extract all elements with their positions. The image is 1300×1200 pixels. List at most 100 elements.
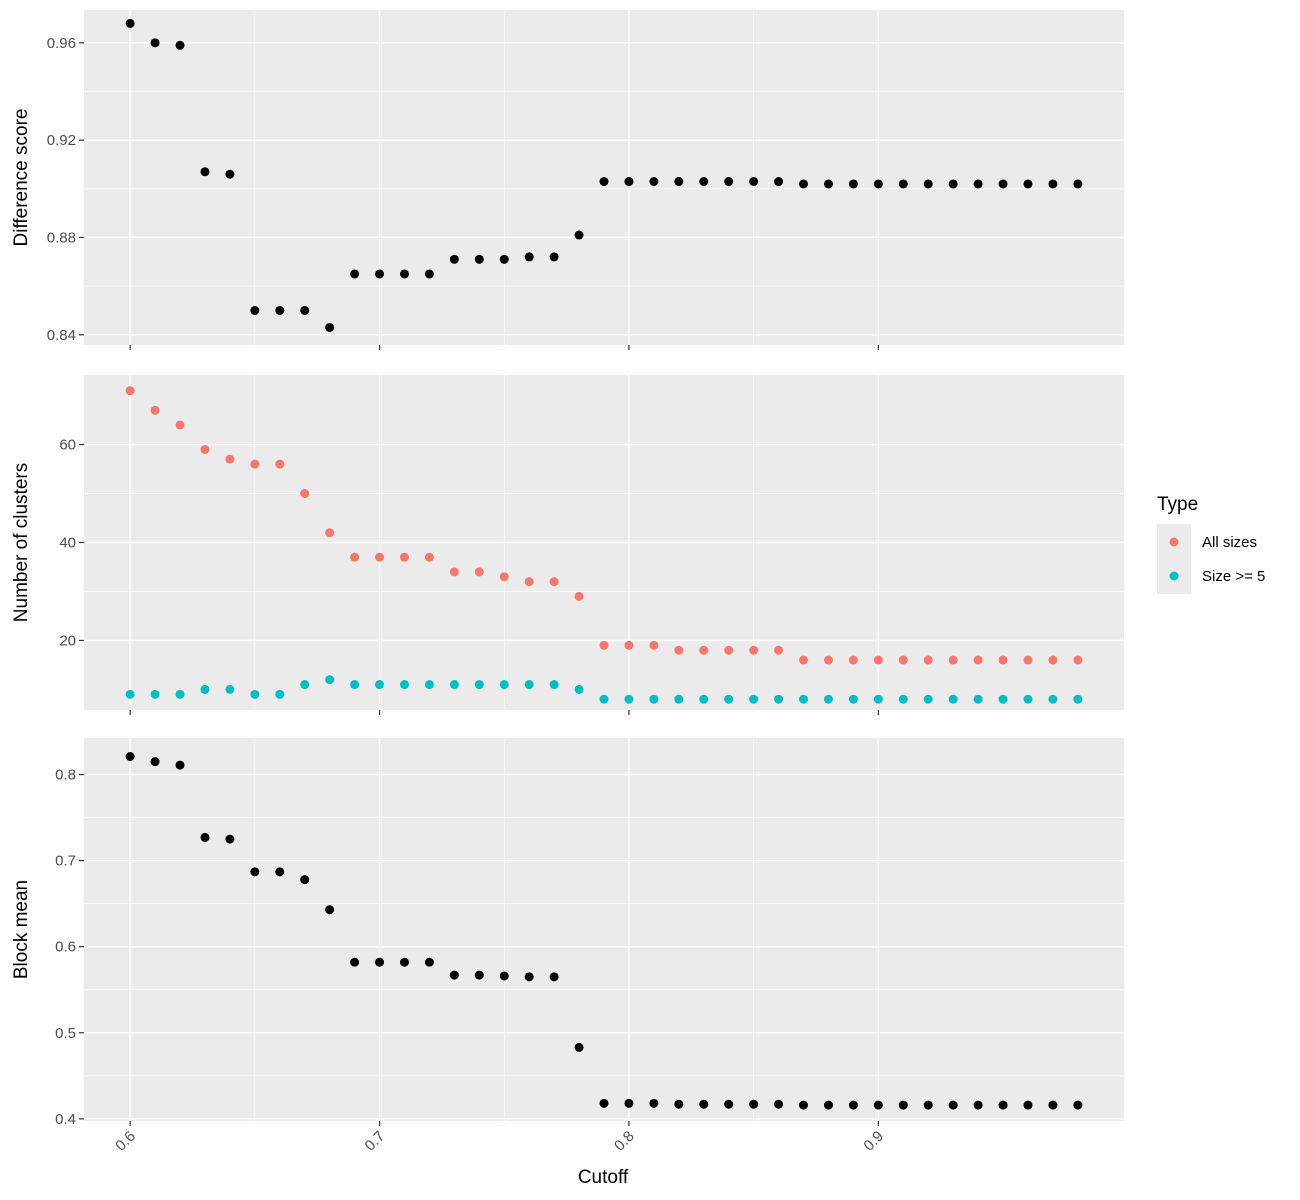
data-point — [873, 655, 883, 665]
data-point — [774, 694, 784, 704]
data-point — [873, 694, 883, 704]
data-point — [973, 179, 983, 189]
data-point — [375, 680, 385, 690]
data-point — [325, 322, 335, 332]
data-point — [449, 680, 459, 690]
data-point — [225, 454, 235, 464]
data-point — [449, 567, 459, 577]
data-point — [973, 1100, 983, 1110]
data-point — [1048, 694, 1058, 704]
data-point — [998, 179, 1008, 189]
data-point — [399, 680, 409, 690]
data-point — [275, 305, 285, 315]
data-point — [749, 177, 759, 187]
data-point — [1023, 655, 1033, 665]
data-point — [649, 640, 659, 650]
y-axis-title: Number of clusters — [11, 463, 32, 622]
data-point — [175, 689, 185, 699]
x-tick-label: 0.8 — [611, 1128, 638, 1155]
data-point — [749, 1099, 759, 1109]
data-point — [524, 680, 534, 690]
data-point — [250, 459, 260, 469]
data-point — [674, 645, 684, 655]
panel-background — [84, 738, 1124, 1121]
data-point — [1048, 179, 1058, 189]
data-point — [848, 1100, 858, 1110]
data-point — [524, 972, 534, 982]
data-point — [624, 640, 634, 650]
series-all-sizes — [125, 386, 1083, 665]
data-point — [499, 254, 509, 264]
legend-key-dot — [1169, 537, 1179, 547]
legend-label: All sizes — [1202, 534, 1257, 551]
data-point — [350, 957, 360, 967]
data-point — [599, 177, 609, 187]
panel-3: 0.4 0.5 0.6 0.7 0.8 Block mean — [11, 738, 1124, 1128]
data-point — [599, 694, 609, 704]
data-point — [200, 444, 210, 454]
data-point — [574, 591, 584, 601]
data-point — [499, 971, 509, 981]
series-size-5 — [125, 675, 1083, 704]
data-point — [923, 179, 933, 189]
legend-entries: All sizes Size >= 5 — [1169, 534, 1265, 585]
data-point — [325, 905, 335, 915]
data-point — [125, 689, 135, 699]
data-point — [973, 694, 983, 704]
data-point — [998, 655, 1008, 665]
y-tick-label: 0.7 — [55, 853, 76, 870]
data-point — [350, 269, 360, 279]
data-point — [724, 177, 734, 187]
data-point — [350, 680, 360, 690]
data-point — [375, 269, 385, 279]
data-point — [624, 1098, 634, 1108]
data-point — [1048, 655, 1058, 665]
x-tick-label: 0.6 — [112, 1128, 139, 1155]
data-point — [649, 177, 659, 187]
data-point — [574, 1042, 584, 1052]
data-point — [948, 694, 958, 704]
y-tick-label: 0.8 — [55, 767, 76, 784]
data-point — [898, 694, 908, 704]
data-point — [674, 694, 684, 704]
data-point — [300, 680, 310, 690]
data-point — [823, 1100, 833, 1110]
data-point — [275, 459, 285, 469]
data-point — [724, 1099, 734, 1109]
y-axis-title: Block mean — [11, 880, 32, 979]
data-point — [649, 1098, 659, 1108]
data-point — [898, 1100, 908, 1110]
data-point — [175, 760, 185, 770]
data-point — [699, 177, 709, 187]
data-point — [599, 640, 609, 650]
data-point — [424, 552, 434, 562]
data-point — [175, 40, 185, 50]
data-point — [250, 689, 260, 699]
data-point — [1023, 1100, 1033, 1110]
data-point — [200, 167, 210, 177]
data-point — [474, 254, 484, 264]
series-points — [125, 752, 1083, 1110]
data-point — [699, 645, 709, 655]
data-point — [898, 179, 908, 189]
panels-layer: 0.84 0.88 0.92 0.96 Difference score 20 40 60 Nu… — [11, 10, 1124, 1155]
data-point — [848, 655, 858, 665]
y-tick-label: 20 — [59, 632, 76, 649]
data-point — [749, 694, 759, 704]
y-tick-label: 0.4 — [55, 1111, 76, 1128]
data-point — [549, 252, 559, 262]
data-point — [724, 694, 734, 704]
data-point — [799, 1100, 809, 1110]
data-point — [424, 957, 434, 967]
data-point — [499, 572, 509, 582]
data-point — [873, 1100, 883, 1110]
data-point — [200, 832, 210, 842]
data-point — [225, 834, 235, 844]
data-point — [524, 577, 534, 587]
x-tick-label: 0.7 — [362, 1128, 389, 1155]
y-tick-label: 0.88 — [47, 229, 76, 246]
data-point — [948, 655, 958, 665]
data-point — [549, 680, 559, 690]
legend-key-dot — [1169, 571, 1179, 581]
data-point — [848, 694, 858, 704]
